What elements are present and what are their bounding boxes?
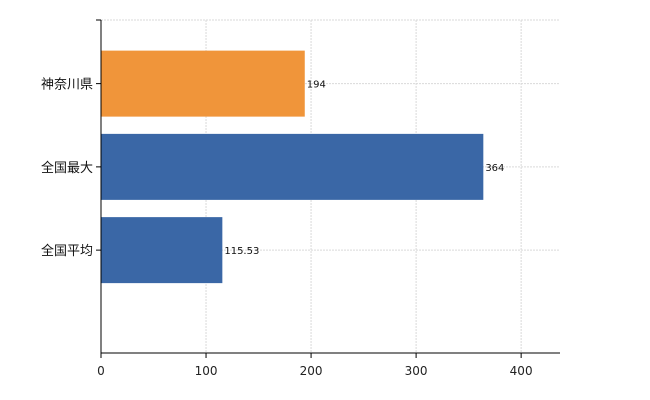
x-tick-label: 100 [195, 364, 218, 378]
category-label: 全国最大 [41, 160, 93, 176]
data-label: 364 [485, 163, 504, 174]
bar-2[interactable] [101, 133, 484, 200]
category-label: 神奈川県 [41, 78, 93, 93]
bar-3[interactable] [101, 217, 223, 284]
x-tick-label: 200 [300, 364, 323, 378]
data-label: 115.53 [224, 246, 259, 257]
x-tick-label: 0 [97, 364, 105, 378]
x-tick-label: 400 [510, 364, 533, 378]
bar-1[interactable] [101, 50, 305, 117]
category-label: 全国平均 [41, 243, 93, 259]
data-label: 194 [307, 80, 326, 91]
x-tick-label: 300 [405, 364, 428, 378]
